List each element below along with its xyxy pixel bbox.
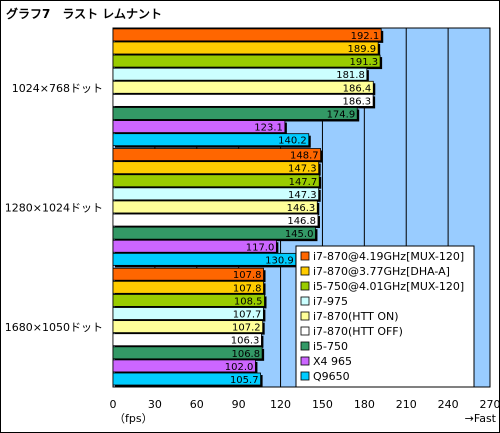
bar-value-label: 106.3 bbox=[231, 336, 260, 347]
bar-value-label: 186.3 bbox=[342, 96, 371, 107]
bar-value-label: 147.3 bbox=[288, 190, 317, 201]
bar-value-label: 102.0 bbox=[225, 362, 254, 373]
bar-value-label: 107.7 bbox=[233, 310, 262, 321]
bar-value-label: 147.3 bbox=[288, 164, 317, 175]
bar bbox=[112, 346, 263, 360]
bar-value-label: 181.8 bbox=[336, 70, 365, 81]
bar-value-label: 148.7 bbox=[290, 151, 319, 162]
bar bbox=[112, 187, 320, 201]
x-tick-label: 30 bbox=[148, 398, 162, 411]
x-tick-label: 60 bbox=[190, 398, 204, 411]
bar-value-label: 108.5 bbox=[234, 296, 263, 307]
bar-value-label: 189.9 bbox=[348, 44, 377, 55]
x-tick-label: 180 bbox=[354, 398, 375, 411]
bar bbox=[112, 213, 319, 227]
chart-title: グラフ7 ラスト レムナント bbox=[6, 6, 162, 21]
bar bbox=[112, 41, 379, 55]
bar bbox=[112, 120, 286, 133]
bar bbox=[112, 294, 265, 307]
bar-value-label: 146.3 bbox=[287, 203, 316, 214]
category-label: 1280×1024ドット bbox=[5, 202, 103, 215]
legend-swatch bbox=[300, 266, 310, 276]
legend-box bbox=[295, 245, 475, 388]
bar bbox=[112, 226, 316, 240]
x-tick-label: 270 bbox=[480, 398, 500, 411]
bar bbox=[112, 148, 322, 161]
category-label: 1680×1050ドット bbox=[5, 321, 103, 334]
legend-label: i7-870@3.77GHz[DHA-A] bbox=[313, 265, 450, 278]
bar bbox=[112, 174, 320, 188]
bar bbox=[112, 372, 261, 386]
bar-value-label: 191.3 bbox=[349, 57, 378, 68]
bar-value-label: 107.8 bbox=[233, 283, 262, 294]
bar bbox=[112, 107, 358, 120]
x-axis-direction-label: →Fast bbox=[465, 412, 497, 425]
bar bbox=[112, 67, 368, 81]
x-tick-label: 90 bbox=[232, 398, 246, 411]
bar-value-label: 107.8 bbox=[233, 270, 262, 281]
x-axis-unit-label: （fps） bbox=[114, 412, 153, 425]
bar-value-label: 174.9 bbox=[327, 109, 356, 120]
bar-value-label: 106.8 bbox=[231, 349, 260, 360]
bar bbox=[112, 320, 264, 334]
bar-value-label: 130.9 bbox=[265, 255, 294, 266]
legend-label: i7-870@4.19GHz[MUX-120] bbox=[313, 250, 464, 263]
legend-label: i5-750@4.01GHz[MUX-120] bbox=[313, 280, 464, 293]
bar-value-label: 140.2 bbox=[278, 136, 307, 147]
category-label: 1024×768ドット bbox=[12, 82, 103, 95]
bar-value-label: 186.4 bbox=[343, 83, 372, 94]
legend-label: i5-750 bbox=[313, 340, 348, 353]
bar bbox=[112, 54, 381, 68]
legend-swatch bbox=[300, 371, 310, 381]
bar bbox=[112, 80, 374, 94]
legend-swatch bbox=[300, 356, 310, 366]
bar-value-label: 117.0 bbox=[246, 242, 275, 253]
x-tick-label: 0 bbox=[110, 398, 117, 411]
x-tick-label: 240 bbox=[438, 398, 459, 411]
legend-swatch bbox=[300, 341, 310, 351]
bar-value-label: 105.7 bbox=[230, 375, 259, 386]
bar bbox=[112, 333, 262, 347]
bar-value-label: 123.1 bbox=[254, 123, 283, 134]
legend-swatch bbox=[300, 281, 310, 291]
x-tick-label: 120 bbox=[270, 398, 291, 411]
bar-value-label: 147.7 bbox=[289, 177, 318, 188]
bar-value-label: 146.8 bbox=[287, 216, 316, 227]
legend-swatch bbox=[300, 296, 310, 306]
legend-swatch bbox=[300, 251, 310, 261]
legend-swatch bbox=[300, 311, 310, 321]
bar bbox=[112, 280, 264, 294]
bar bbox=[112, 307, 264, 320]
legend-label: X4 965 bbox=[313, 355, 352, 368]
legend-label: i7-975 bbox=[313, 295, 348, 308]
bar bbox=[112, 161, 320, 175]
x-tick-label: 210 bbox=[396, 398, 417, 411]
bar bbox=[112, 133, 310, 147]
bar bbox=[112, 267, 264, 281]
x-tick-label: 150 bbox=[312, 398, 333, 411]
bar bbox=[112, 359, 256, 373]
bar bbox=[112, 93, 374, 107]
legend-label: Q9650 bbox=[313, 370, 350, 383]
bar bbox=[112, 200, 318, 214]
bar-value-label: 107.2 bbox=[232, 323, 261, 334]
bar bbox=[112, 28, 382, 42]
legend-swatch bbox=[300, 326, 310, 336]
legend-label: i7-870(HTT ON) bbox=[313, 310, 399, 323]
legend-label: i7-870(HTT OFF) bbox=[313, 325, 403, 338]
bar bbox=[112, 239, 277, 253]
bar-value-label: 145.0 bbox=[285, 229, 314, 240]
bar-value-label: 192.1 bbox=[351, 31, 380, 42]
